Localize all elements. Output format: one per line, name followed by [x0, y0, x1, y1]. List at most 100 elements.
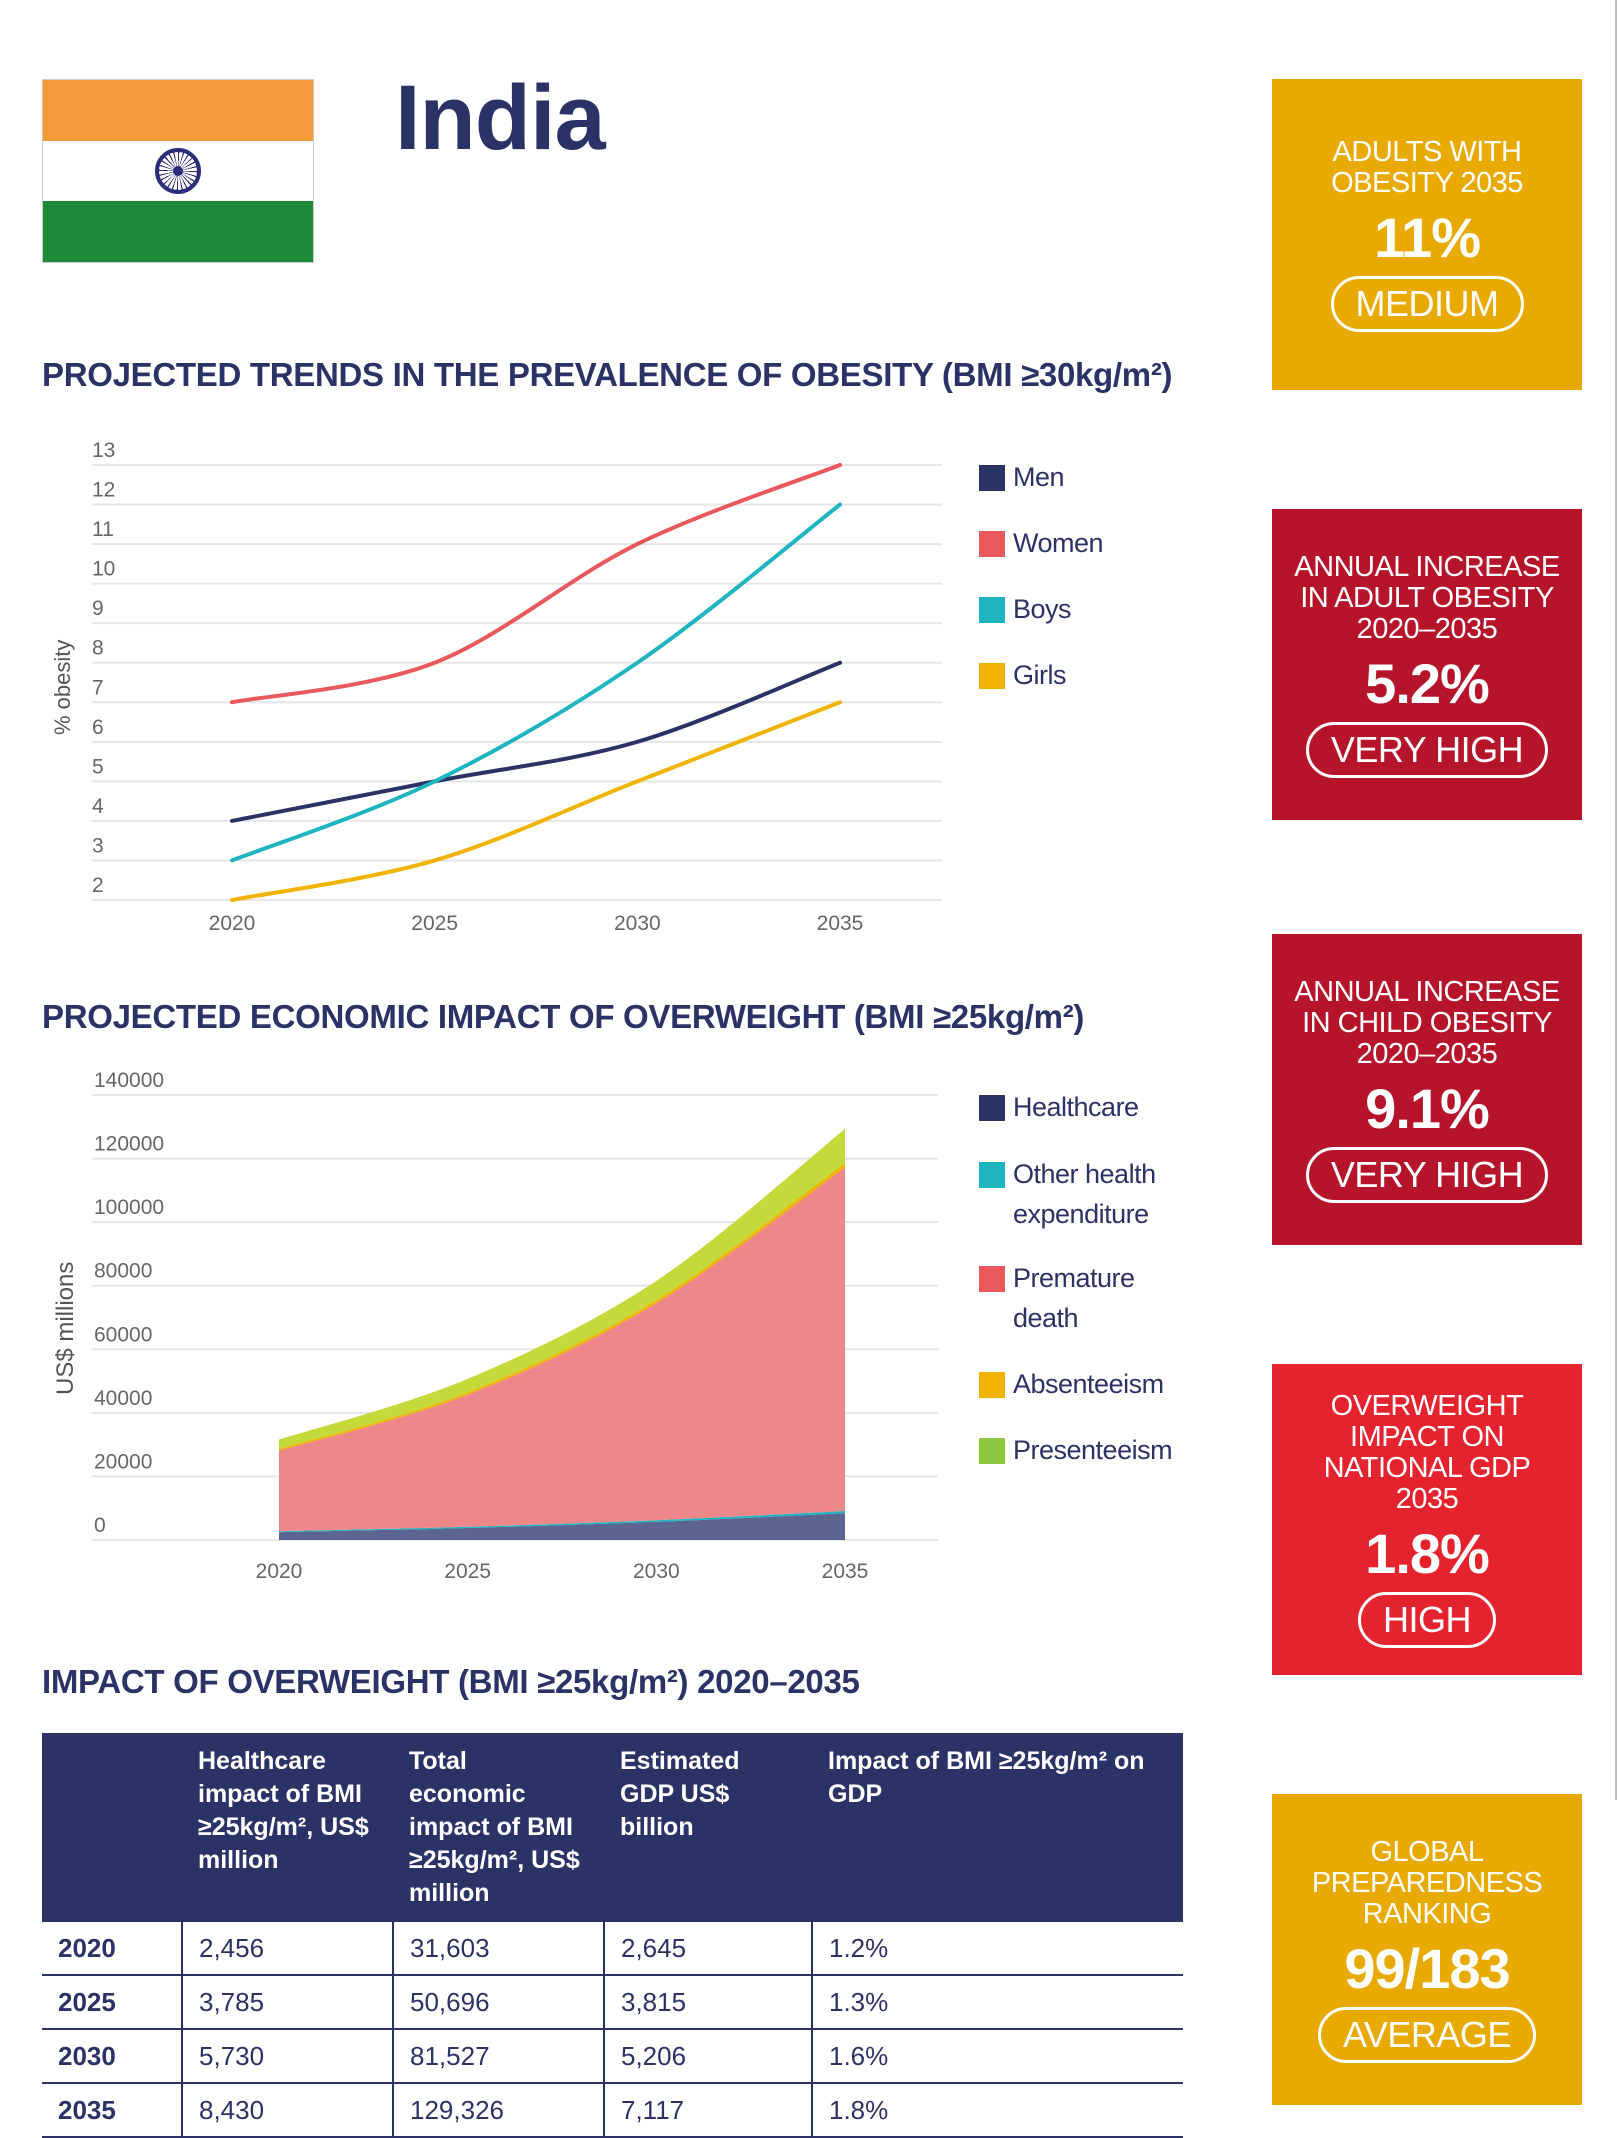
series-line-boys — [230, 502, 842, 863]
stat-label: ADULTS WITH OBESITY 2035 — [1331, 136, 1523, 199]
stat-label: ANNUAL INCREASE IN CHILD OBESITY 2020–20… — [1294, 975, 1560, 1070]
impact-heading: IMPACT OF OVERWEIGHT (BMI ≥25kg/m²) 2020… — [42, 1663, 860, 1700]
y-tick-label: 5 — [92, 755, 104, 778]
legend-label: Girls — [1013, 660, 1067, 690]
stat-value: 1.8% — [1365, 1522, 1490, 1585]
series-line-girls — [230, 700, 842, 902]
x-tick-label: 2025 — [444, 1560, 491, 1583]
table-row: 2025 3,785 50,696 3,815 1.3% — [42, 1975, 1183, 2030]
y-tick-label: 12 — [92, 479, 115, 502]
y-tick-label: 40000 — [94, 1387, 152, 1410]
flag-white-band — [43, 140, 313, 202]
table-row: 2020 2,456 31,603 2,645 1.2% — [42, 1922, 1183, 1976]
y-tick-label: 80000 — [94, 1260, 152, 1283]
ashoka-chakra-icon — [155, 147, 201, 194]
legend-label: Premature death — [1013, 1263, 1135, 1333]
legend-item: Premature death — [979, 1263, 1203, 1338]
legend-item: Men — [979, 462, 1203, 497]
legend-swatch — [979, 531, 1005, 557]
area-healthcare — [279, 1513, 845, 1540]
stat-box: ADULTS WITH OBESITY 2035 11% MEDIUM — [1272, 79, 1582, 390]
area-other-health-expenditure — [279, 1510, 845, 1533]
stat-value: 11% — [1374, 206, 1481, 269]
stat-value: 99/183 — [1344, 1936, 1510, 2000]
table-cell: 129,326 — [392, 2083, 604, 2138]
page-edge-divider — [1615, 0, 1617, 1800]
stat-rating-badge: VERY HIGH — [1305, 721, 1549, 778]
stat-label: GLOBAL PREPAREDNESS RANKING — [1311, 1835, 1543, 1930]
y-tick-label: 2 — [92, 874, 104, 897]
y-tick-label: 120000 — [94, 1133, 164, 1156]
x-tick-label: 2035 — [817, 912, 864, 935]
trends-heading: PROJECTED TRENDS IN THE PREVALENCE OF OB… — [42, 356, 1173, 393]
stat-box: ANNUAL INCREASE IN CHILD OBESITY 2020–20… — [1272, 934, 1582, 1245]
flag-saffron-band — [43, 80, 313, 141]
area-premature-death — [279, 1167, 845, 1532]
y-tick-label: 7 — [92, 676, 104, 699]
legend-swatch — [979, 465, 1005, 491]
impact-table: Healthcare impact of BMI ≥25kg/m², US$ m… — [42, 1733, 1183, 2138]
legend-swatch — [979, 663, 1005, 689]
y-tick-label: 60000 — [94, 1323, 152, 1346]
legend-label: Presenteeism — [1013, 1435, 1173, 1465]
table-cell: 2025 — [42, 1975, 182, 2030]
table-cell: 50,696 — [392, 1975, 604, 2030]
table-cell: 2,456 — [181, 1922, 393, 1976]
india-flag — [42, 79, 314, 263]
stat-box: GLOBAL PREPAREDNESS RANKING 99/183 AVERA… — [1272, 1794, 1582, 2105]
table-cell: 5,730 — [181, 2029, 393, 2084]
y-tick-label: 0 — [94, 1514, 106, 1537]
table-cell: 2030 — [42, 2029, 182, 2084]
y-tick-label: 6 — [92, 716, 104, 739]
legend-label: Boys — [1013, 594, 1072, 624]
series-line-men — [230, 660, 842, 823]
table-cell: 5,206 — [603, 2029, 812, 2084]
y-tick-label: 140000 — [94, 1069, 164, 1092]
y-tick-label: 8 — [92, 637, 104, 660]
chart1-ylabel: % obesity — [50, 639, 75, 735]
table-cell: 1.3% — [811, 1975, 1183, 2030]
table-cell: 1.2% — [811, 1922, 1183, 1976]
y-tick-label: 4 — [92, 795, 104, 818]
table-cell: 1.8% — [811, 2083, 1183, 2138]
legend-label: Women — [1013, 528, 1104, 558]
table-header-healthcare: Healthcare impact of BMI ≥25kg/m², US$ m… — [182, 1733, 393, 1922]
stat-rating-badge: HIGH — [1358, 1592, 1496, 1648]
x-tick-label: 2030 — [633, 1560, 680, 1583]
y-tick-label: 11 — [92, 518, 114, 541]
legend-item: Presenteeism — [979, 1435, 1203, 1470]
stat-rating-badge: VERY HIGH — [1305, 1146, 1549, 1203]
legend-item: Other health expenditure — [979, 1159, 1203, 1234]
y-tick-label: 10 — [92, 558, 115, 581]
table-row: 2030 5,730 81,527 5,206 1.6% — [42, 2029, 1183, 2084]
y-tick-label: 13 — [92, 439, 115, 462]
chart2-ylabel: US$ millions — [52, 1261, 79, 1395]
table-cell: 81,527 — [392, 2029, 604, 2084]
legend-item: Girls — [979, 660, 1203, 695]
legend-item: Absenteeism — [979, 1369, 1203, 1404]
stat-value: 9.1% — [1365, 1076, 1490, 1140]
stat-box: ANNUAL INCREASE IN ADULT OBESITY 2020–20… — [1272, 509, 1582, 820]
legend-swatch — [979, 1162, 1005, 1188]
stat-label: ANNUAL INCREASE IN ADULT OBESITY 2020–20… — [1294, 550, 1560, 645]
legend-item: Healthcare — [979, 1092, 1203, 1127]
y-tick-label: 9 — [92, 597, 104, 620]
y-tick-label: 100000 — [94, 1196, 164, 1219]
legend-item: Women — [979, 528, 1203, 563]
stat-rating-badge: AVERAGE — [1318, 2006, 1536, 2063]
stat-value: 5.2% — [1365, 651, 1490, 715]
x-tick-label: 2020 — [256, 1560, 303, 1583]
legend-swatch — [979, 1372, 1005, 1398]
table-cell: 3,815 — [603, 1975, 812, 2030]
table-row: 2035 8,430 129,326 7,117 1.8% — [42, 2083, 1183, 2138]
x-tick-label: 2020 — [209, 912, 256, 935]
table-header-gdp: Estimated GDP US$ billion — [604, 1733, 812, 1922]
legend-swatch — [979, 1266, 1005, 1292]
legend-swatch — [979, 597, 1005, 623]
x-tick-label: 2025 — [411, 912, 458, 935]
legend-label: Healthcare — [1013, 1092, 1139, 1122]
flag-green-band — [43, 201, 313, 262]
table-header-total: Total economic impact of BMI ≥25kg/m², U… — [393, 1733, 604, 1922]
y-tick-label: 20000 — [94, 1450, 152, 1473]
